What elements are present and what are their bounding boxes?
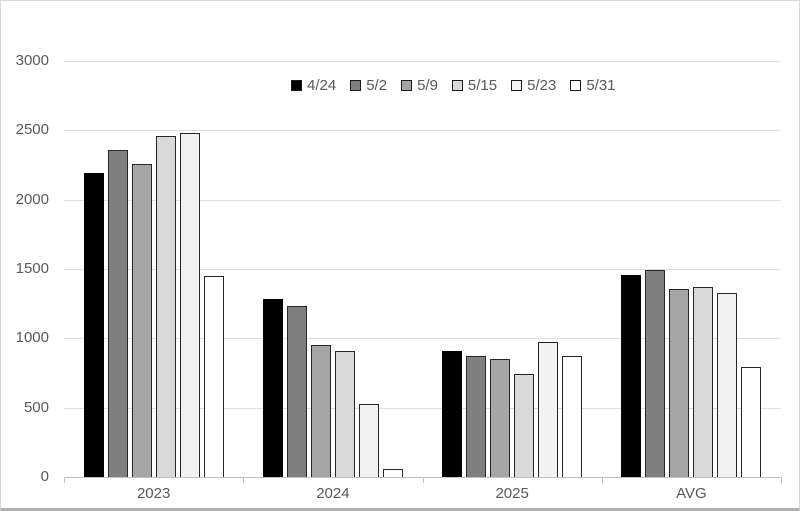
- x-axis-tick: [601, 477, 603, 483]
- y-tick-label: 3000: [15, 52, 49, 69]
- bar-2024-5-23: [358, 404, 379, 477]
- bar-2023-5-2: [107, 150, 128, 477]
- y-tick-label: 2000: [15, 190, 49, 208]
- gridline: [64, 199, 781, 201]
- legend-label: 5/23: [527, 77, 557, 94]
- legend-item-5-2: 5/2: [350, 78, 387, 93]
- bar-group-2024: [243, 61, 422, 477]
- x-axis-label: 2025: [495, 485, 529, 502]
- legend-swatch-icon: [570, 80, 582, 91]
- gridline: [64, 338, 781, 340]
- bar-avg-5-2: [645, 270, 666, 477]
- legend-label: 5/15: [467, 77, 498, 94]
- bar-avg-5-23: [717, 293, 738, 477]
- x-axis-tick: [422, 477, 424, 483]
- bar-2025-5-2: [466, 356, 487, 477]
- bar-avg-4-24: [621, 275, 642, 477]
- y-tick-label: 1500: [15, 260, 49, 277]
- bar-2024-4-24: [262, 299, 283, 477]
- bar-group-avg: [602, 61, 781, 477]
- legend-label: 4/24: [307, 77, 337, 94]
- legend-swatch-icon: [350, 80, 362, 91]
- bar-2025-5-15: [514, 374, 535, 477]
- bar-2025-5-23: [538, 342, 559, 477]
- bar-group-2025: [423, 61, 602, 477]
- legend-item-5-23: 5/23: [511, 78, 556, 93]
- bar-avg-5-15: [693, 287, 714, 477]
- y-tick-label: 1000: [15, 329, 49, 347]
- legend-swatch-icon: [401, 80, 413, 91]
- gridline: [64, 269, 781, 270]
- x-axis-label: 2023: [136, 485, 171, 502]
- y-tick-label: 0: [40, 468, 49, 485]
- x-axis-label: 2024: [316, 485, 350, 502]
- legend-label: 5/31: [586, 77, 616, 94]
- bar-2023-5-31: [203, 276, 224, 477]
- bar-avg-5-31: [741, 367, 762, 477]
- bar-2023-4-24: [83, 173, 104, 477]
- gridline: [64, 130, 781, 132]
- bar-2023-5-15: [155, 136, 176, 477]
- legend: 4/24 5/2 5/9 5/15 5/23 5/31: [291, 78, 616, 93]
- bar-2024-5-9: [310, 345, 331, 477]
- bar-2023-5-23: [179, 133, 200, 477]
- y-tick-label: 500: [23, 398, 49, 416]
- bar-2024-5-2: [286, 306, 307, 477]
- legend-swatch-icon: [511, 80, 523, 91]
- x-axis-tick: [243, 477, 245, 483]
- bar-2025-4-24: [442, 351, 463, 477]
- bar-group-2023: [64, 61, 243, 477]
- gridline: [64, 61, 781, 62]
- bar-2025-5-31: [562, 356, 583, 477]
- legend-item-4-24: 4/24: [291, 78, 336, 93]
- bar-2025-5-9: [490, 359, 511, 477]
- x-axis-tick: [781, 477, 782, 483]
- legend-swatch-icon: [291, 80, 302, 91]
- bar-avg-5-9: [669, 289, 690, 477]
- legend-item-5-9: 5/9: [401, 78, 438, 93]
- y-tick-label: 2500: [15, 121, 49, 139]
- bar-2023-5-9: [131, 164, 152, 477]
- legend-label: 5/2: [366, 77, 388, 94]
- legend-label: 5/9: [417, 77, 438, 94]
- bar-2024-5-31: [382, 469, 403, 477]
- gridline: [64, 407, 781, 409]
- x-axis-tick: [64, 477, 65, 483]
- legend-item-5-15: 5/15: [451, 77, 498, 94]
- bar-2024-5-15: [334, 351, 355, 477]
- legend-swatch-icon: [451, 80, 463, 91]
- legend-item-5-31: 5/31: [570, 77, 616, 94]
- x-axis-label: AVG: [676, 485, 707, 502]
